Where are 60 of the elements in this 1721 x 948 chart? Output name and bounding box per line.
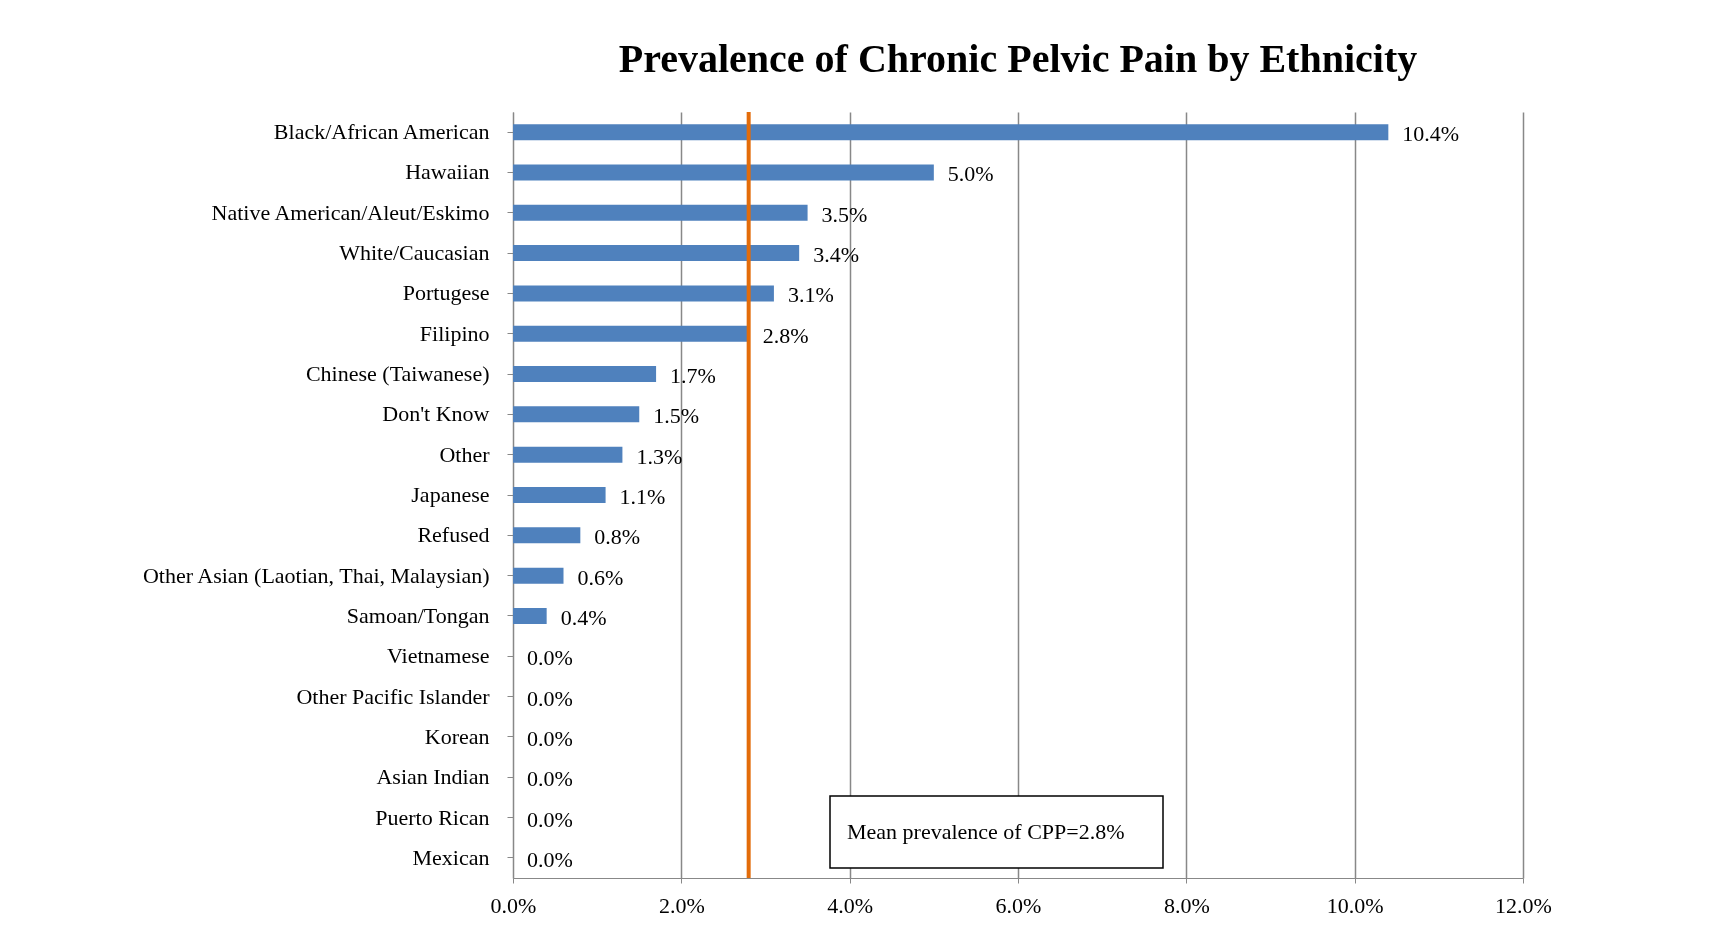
y-tick-label: Portugese bbox=[402, 280, 490, 306]
bar bbox=[513, 446, 623, 463]
y-tick-label: Japanese bbox=[411, 482, 490, 507]
bar bbox=[513, 164, 934, 181]
chart-title: Prevalence of Chronic Pelvic Pain by Ethnicity bbox=[618, 36, 1418, 81]
x-tick-label: 8.0% bbox=[1163, 892, 1210, 918]
annotation: Mean prevalence of CPP=2.8% bbox=[847, 819, 1125, 844]
y-tick-label: Asian Indian bbox=[376, 764, 490, 790]
data-label: 2.8% bbox=[762, 322, 809, 348]
data-label: 3.1% bbox=[787, 282, 834, 308]
y-tick-label: Other Pacific Islander bbox=[296, 683, 491, 709]
x-tick-label: 2.0% bbox=[658, 892, 705, 918]
y-tick-label: Korean bbox=[424, 723, 490, 749]
bar bbox=[513, 245, 800, 262]
data-label: 0.8% bbox=[594, 524, 641, 550]
y-tick-label: Puerto Rican bbox=[375, 804, 490, 830]
data-label: 0.0% bbox=[527, 685, 573, 711]
y-tick-label: Other Asian (Laotian, Thai, Malaysian) bbox=[142, 562, 490, 588]
y-tick-label: Native American/Aleut/Eskimo bbox=[211, 199, 490, 225]
y-tick-label: Other bbox=[439, 441, 491, 467]
y-tick-label: White/Caucasian bbox=[339, 240, 490, 266]
bar bbox=[513, 607, 547, 624]
bar bbox=[513, 204, 808, 221]
data-label: 3.4% bbox=[813, 242, 859, 268]
data-label: 5.0% bbox=[947, 161, 994, 187]
bar bbox=[513, 325, 749, 342]
data-label: 0.0% bbox=[527, 846, 573, 872]
x-tick-label: 12.0% bbox=[1495, 892, 1552, 918]
bar bbox=[513, 406, 640, 423]
data-label: 1.1% bbox=[619, 484, 666, 509]
x-tick-label: 6.0% bbox=[995, 892, 1042, 918]
y-tick-label: Mexican bbox=[412, 844, 490, 870]
data-label: 0.0% bbox=[527, 766, 573, 792]
x-tick-label: 0.0% bbox=[490, 892, 537, 918]
data-label: 1.3% bbox=[636, 443, 683, 469]
bar bbox=[513, 567, 564, 584]
data-label: 1.7% bbox=[670, 363, 716, 389]
data-label: 0.4% bbox=[560, 604, 607, 630]
bar bbox=[513, 285, 774, 302]
y-tick-label: Black/African American bbox=[273, 119, 490, 145]
bar bbox=[513, 527, 581, 544]
y-tick-label: Filipino bbox=[419, 320, 490, 346]
data-label: 1.5% bbox=[653, 403, 700, 429]
data-label: 3.5% bbox=[821, 201, 868, 227]
data-label: 0.0% bbox=[527, 725, 573, 751]
data-label: 0.0% bbox=[527, 806, 573, 832]
x-tick-label: 10.0% bbox=[1326, 892, 1384, 918]
x-tick-label: 4.0% bbox=[827, 892, 874, 918]
y-tick-label: Samoan/Tongan bbox=[346, 602, 490, 628]
data-label: 0.6% bbox=[577, 564, 624, 590]
y-tick-label: Don't Know bbox=[382, 401, 490, 427]
data-label: 0.0% bbox=[527, 645, 573, 671]
y-tick-label: Refused bbox=[417, 522, 490, 548]
bar bbox=[513, 366, 657, 383]
bar bbox=[513, 124, 1389, 141]
y-tick-label: Chinese (Taiwanese) bbox=[305, 361, 490, 387]
data-label: 10.4% bbox=[1402, 121, 1460, 147]
y-tick-label: Hawaiian bbox=[405, 159, 490, 185]
bar bbox=[513, 487, 606, 503]
y-tick-label: Vietnamese bbox=[386, 643, 490, 669]
